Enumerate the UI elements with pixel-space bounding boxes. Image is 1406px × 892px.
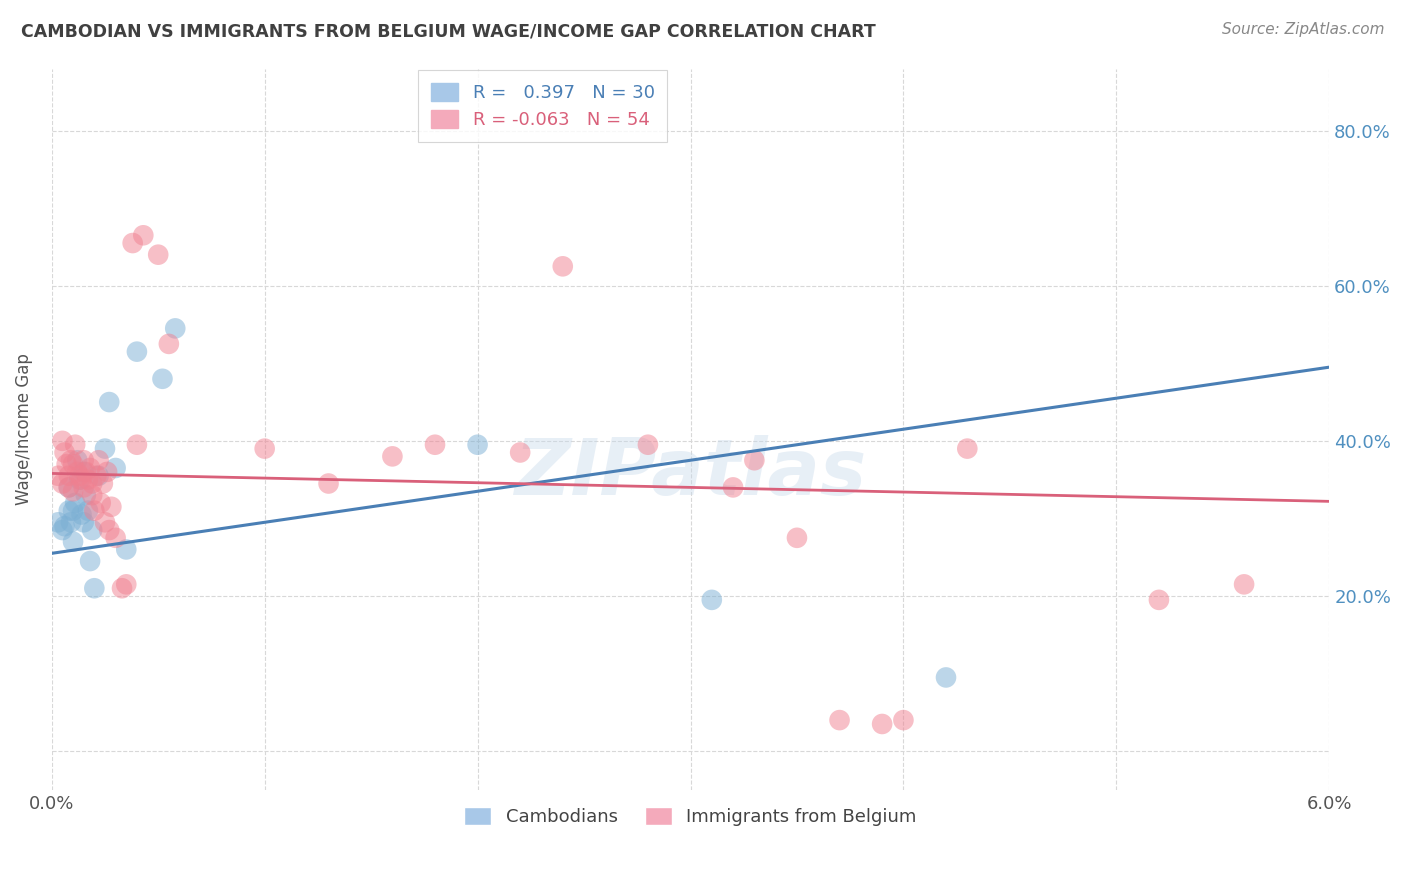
Point (83, 581, 105, 595)
Point (132, 228, 155, 243)
Point (551, 260, 574, 274)
Point (46, 516, 69, 530)
Point (79, 461, 101, 475)
Point (75, 465, 97, 479)
Point (82, 488, 104, 502)
Point (121, 235, 143, 250)
Point (82, 476, 104, 491)
Point (51, 434, 73, 448)
Point (51, 523, 73, 537)
Point (98, 395, 121, 409)
Point (893, 713, 915, 727)
Text: Source: ZipAtlas.com: Source: ZipAtlas.com (1222, 22, 1385, 37)
Point (62, 534, 84, 549)
Point (318, 476, 340, 491)
Point (73, 516, 96, 530)
Point (125, 438, 148, 452)
Point (700, 592, 723, 607)
Point (253, 442, 276, 456)
Point (55, 457, 77, 471)
Point (58, 468, 80, 483)
Point (58, 480, 80, 494)
Point (70, 508, 93, 522)
Point (67, 473, 90, 487)
Point (46, 468, 69, 483)
Point (82, 523, 104, 537)
Point (53, 445, 76, 459)
Legend: Cambodians, Immigrants from Belgium: Cambodians, Immigrants from Belgium (456, 797, 925, 835)
Point (721, 480, 744, 494)
Point (828, 713, 851, 727)
Point (104, 531, 127, 545)
Point (115, 542, 138, 557)
Point (94, 442, 117, 456)
Point (66, 465, 89, 479)
Text: ZIPatlas: ZIPatlas (515, 434, 866, 510)
Point (1147, 592, 1170, 607)
Point (87, 468, 110, 483)
Point (87, 453, 110, 467)
Point (115, 577, 138, 591)
Point (467, 438, 489, 452)
Point (91, 476, 114, 491)
Point (935, 670, 957, 684)
Point (125, 344, 148, 359)
Point (786, 531, 808, 545)
Text: CAMBODIAN VS IMMIGRANTS FROM BELGIUM WAGE/INCOME GAP CORRELATION CHART: CAMBODIAN VS IMMIGRANTS FROM BELGIUM WAG… (21, 22, 876, 40)
Point (744, 453, 766, 467)
Point (59, 516, 82, 530)
Point (148, 248, 170, 262)
Point (62, 484, 84, 499)
Point (73, 453, 96, 467)
Point (96, 465, 118, 479)
Point (152, 372, 174, 386)
Point (98, 523, 121, 537)
Point (381, 450, 404, 464)
Y-axis label: Wage/Income Gap: Wage/Income Gap (15, 353, 32, 505)
Point (100, 500, 122, 514)
Point (58, 503, 80, 517)
Point (165, 321, 187, 335)
Point (73, 480, 96, 494)
Point (509, 445, 531, 459)
Point (637, 438, 659, 452)
Point (59, 453, 82, 467)
Point (75, 488, 97, 502)
Point (73, 465, 96, 479)
Point (86, 468, 108, 483)
Point (58, 480, 80, 494)
Point (67, 468, 90, 483)
Point (157, 337, 180, 351)
Point (66, 453, 89, 467)
Point (423, 438, 446, 452)
Point (70, 473, 93, 487)
Point (111, 581, 134, 595)
Point (90, 496, 112, 510)
Point (1233, 577, 1256, 591)
Point (51, 476, 73, 491)
Point (956, 442, 979, 456)
Point (94, 516, 117, 530)
Point (104, 461, 127, 475)
Point (63, 438, 86, 452)
Point (53, 519, 76, 533)
Point (870, 717, 893, 731)
Point (83, 503, 105, 517)
Point (63, 496, 86, 510)
Point (62, 503, 84, 517)
Point (77, 503, 100, 517)
Point (77, 473, 100, 487)
Point (62, 457, 84, 471)
Point (79, 554, 101, 568)
